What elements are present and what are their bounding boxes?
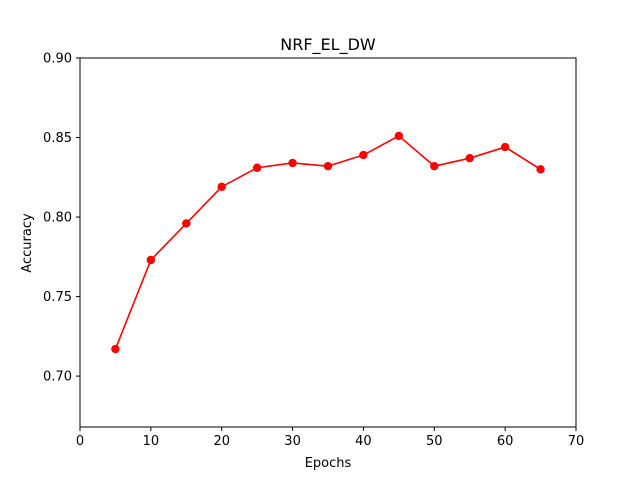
data-point [146, 255, 156, 265]
y-tick-label: 0.70 [43, 370, 72, 385]
data-point [536, 165, 545, 174]
x-tick-label: 0 [76, 434, 84, 449]
data-point [359, 150, 368, 160]
data-point [430, 161, 439, 171]
x-tick-label: 60 [497, 434, 514, 449]
y-tick-label: 0.75 [43, 290, 72, 305]
plot-frame [79, 57, 577, 428]
x-tick-label: 20 [213, 434, 230, 449]
y-tick-label: 0.85 [43, 131, 72, 146]
data-point [217, 182, 226, 192]
x-tick-label: 70 [568, 434, 585, 449]
data-point [465, 154, 474, 163]
x-tick-label: 30 [284, 434, 301, 449]
x-tick-label: 10 [143, 434, 160, 449]
data-point [500, 142, 510, 152]
y-tick-label: 0.90 [43, 52, 72, 67]
y-tick-label: 0.80 [43, 211, 72, 226]
data-point [288, 158, 297, 168]
data-point [252, 163, 262, 172]
data-point [111, 344, 120, 354]
y-axis-title: Accuracy [20, 213, 35, 273]
x-tick-label: 40 [355, 434, 372, 449]
chart-title: NRF_EL_DW [280, 35, 376, 55]
x-tick-label: 50 [426, 434, 443, 449]
data-point [323, 161, 333, 171]
data-point [182, 219, 191, 228]
x-axis-title: Epochs [305, 456, 352, 471]
data-point [394, 131, 404, 141]
